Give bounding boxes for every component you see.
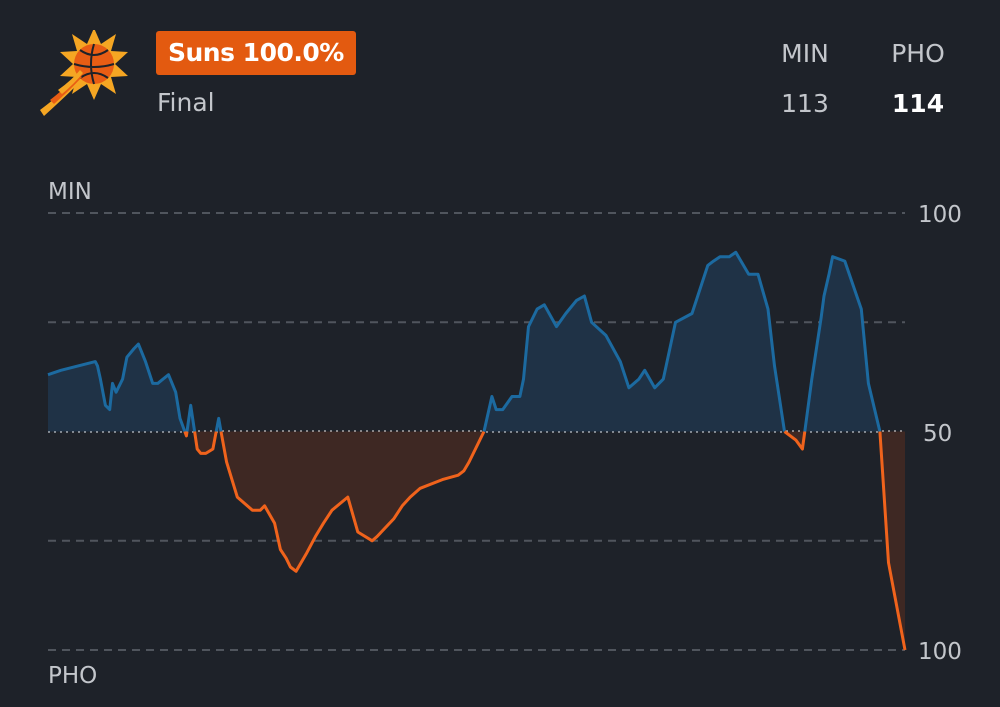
home-team-score: 114 <box>891 89 945 118</box>
away-team-abbr: MIN <box>781 39 829 68</box>
away-win-probability-line <box>482 250 786 432</box>
home-win-probability-line <box>878 431 907 651</box>
home-win-probability-line <box>783 430 807 451</box>
home-win-probability-line <box>219 430 486 573</box>
away-advantage-area <box>484 252 785 432</box>
home-advantage-area <box>879 431 905 650</box>
chart-bottom-team-label: PHO <box>48 663 97 689</box>
game-status: Final <box>157 88 215 117</box>
y-tick-label-top: 100 <box>918 202 962 228</box>
y-tick-label-mid: 50 <box>923 421 952 447</box>
home-team-abbr: PHO <box>891 39 945 68</box>
chart-lines <box>47 250 907 651</box>
away-win-probability-line <box>803 255 882 432</box>
home-advantage-area <box>221 431 484 572</box>
away-win-probability-line <box>185 403 197 432</box>
home-win-probability-line <box>183 430 189 438</box>
win-probability-badge: Suns 100.0% <box>156 31 356 75</box>
y-tick-label-bottom: 100 <box>918 639 962 665</box>
away-win-probability-line <box>47 342 187 433</box>
phoenix-suns-logo <box>40 30 128 116</box>
home-win-probability-line <box>193 431 218 455</box>
away-advantage-area <box>48 344 185 432</box>
away-team-score: 113 <box>781 89 829 118</box>
chart-top-team-label: MIN <box>48 179 92 205</box>
home-advantage-area <box>194 431 217 454</box>
chart-areas <box>48 252 905 650</box>
away-win-probability-line <box>214 416 223 432</box>
